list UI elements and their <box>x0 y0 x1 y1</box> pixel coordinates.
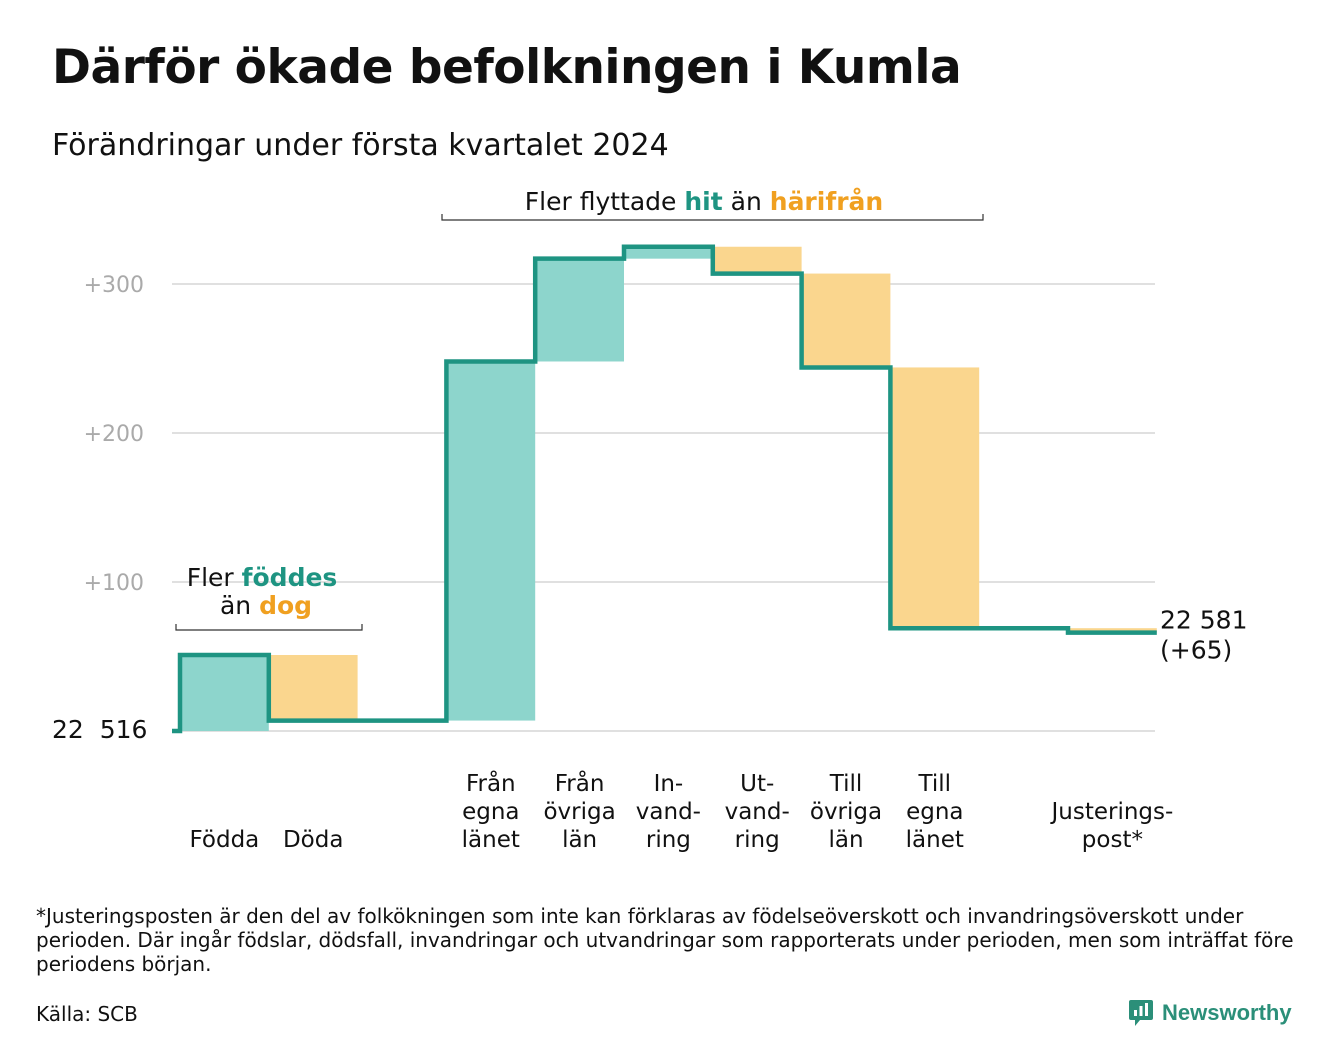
category-label: länet <box>462 827 520 853</box>
category-label: län <box>562 827 597 853</box>
migration-bracket <box>441 214 984 221</box>
brand-name: Newsworthy <box>1162 1000 1292 1025</box>
births-annotation-pre1: Fler <box>187 563 242 592</box>
migration-annotation-hl2: härifrån <box>770 187 883 216</box>
births-annotation-hl2: dog <box>259 591 312 620</box>
births-annotation-pre2: än <box>220 591 259 620</box>
migration-annotation-mid: än <box>723 187 770 216</box>
category-label: Från <box>555 769 605 797</box>
y-tick-label: +100 <box>84 571 144 596</box>
category-label: övriga <box>810 799 882 825</box>
category-label: ring <box>735 827 780 853</box>
category-label: Döda <box>283 827 343 853</box>
end-change-label: (+65) <box>1160 636 1232 665</box>
category-label: län <box>828 827 863 853</box>
category-label: Födda <box>190 827 260 853</box>
migration-annotation-text: Fler flyttade hit än härifrån <box>525 187 883 216</box>
step-line <box>172 244 1157 734</box>
category-label: länet <box>906 827 964 853</box>
migration-annotation-hl1: hit <box>684 187 722 216</box>
category-label: post* <box>1082 827 1143 853</box>
births-bracket <box>175 624 363 631</box>
footnote: *Justeringsposten är den del av folkökni… <box>36 904 1294 976</box>
category-label: Till <box>918 771 952 797</box>
category-label: vand- <box>725 799 790 825</box>
births-annotation-line2: än dog <box>220 591 312 620</box>
start-value-label: 22 516 <box>52 715 147 744</box>
births-annotation: Fler föddes än dog <box>175 563 363 631</box>
category-label: egna <box>462 799 519 825</box>
category-label: Justerings- <box>1049 799 1173 825</box>
bar-decrease <box>268 655 358 721</box>
gridlines: +100 +200 +300 <box>84 273 1155 732</box>
births-annotation-line1: Fler föddes <box>187 563 338 592</box>
bar-decrease <box>712 246 802 274</box>
category-label: In- <box>654 771 684 797</box>
category-label: övriga <box>543 799 615 825</box>
migration-annotation: Fler flyttade hit än härifrån <box>441 187 984 221</box>
category-label: egna <box>906 799 963 825</box>
bar-increase <box>535 258 624 362</box>
chart-subtitle: Förändringar under första kvartalet 2024 <box>52 128 669 163</box>
source-note: Källa: SCB <box>36 1002 138 1026</box>
labels: Födda DödaFrånegnalänetFrånövrigalänIn-va… <box>52 606 1247 853</box>
category-label: ring <box>646 827 691 853</box>
category-label: vand- <box>636 799 701 825</box>
newsworthy-logo-icon <box>1129 1000 1153 1026</box>
category-label: Till <box>829 771 863 797</box>
end-value-label: 22 581 <box>1160 606 1247 635</box>
bar-decrease <box>890 367 980 629</box>
y-tick-label: +200 <box>84 422 144 447</box>
brand-logo: Newsworthy <box>1128 998 1292 1028</box>
waterfall-chart: +100+200+300 Födda DödaFrånegnalänetFrånö… <box>52 187 1247 853</box>
category-label: Från <box>466 769 516 797</box>
births-annotation-hl1: föddes <box>242 563 338 592</box>
population-step-line <box>172 244 1157 734</box>
bar-increase <box>446 361 536 721</box>
bar-decrease <box>801 273 891 368</box>
category-label: Ut- <box>740 771 774 797</box>
bars <box>180 246 1157 731</box>
chart-title: Därför ökade befolkningen i Kumla <box>52 40 962 95</box>
bar-increase <box>624 246 713 259</box>
y-tick-label: +300 <box>84 273 144 298</box>
bar-increase <box>180 655 269 731</box>
migration-annotation-pre: Fler flyttade <box>525 187 685 216</box>
